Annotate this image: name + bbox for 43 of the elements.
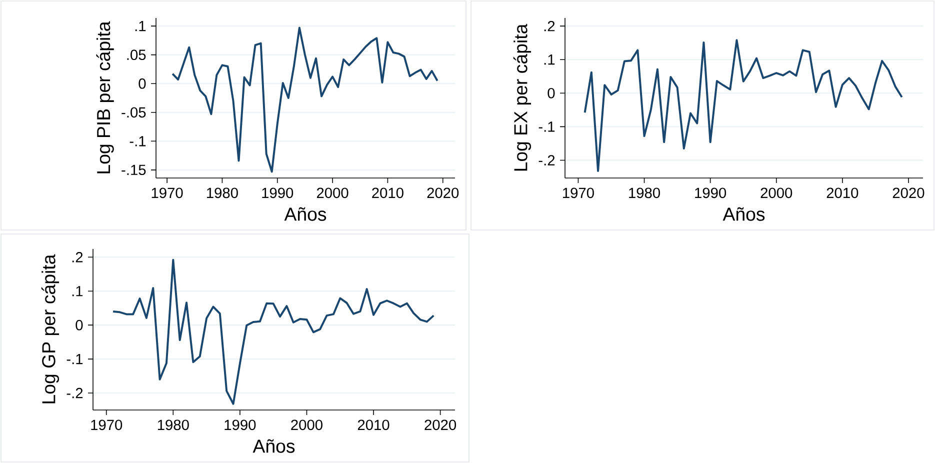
y-tick-label: -.1 [130, 136, 146, 146]
x-axis-title: Años [722, 207, 765, 221]
x-tick-label: 2010 [372, 188, 404, 198]
x-tick-label: 2010 [826, 188, 858, 198]
x-tick-label: 1990 [224, 420, 256, 430]
x-tick-label: 1970 [563, 188, 594, 198]
y-tick-label: -.2 [538, 155, 555, 166]
x-tick-label: 1980 [629, 188, 660, 198]
x-tick-label: 1970 [152, 188, 183, 198]
y-axis-title: Log PIB per cápita [96, 21, 114, 174]
y-tick-label: -.1 [66, 354, 83, 364]
x-axis-title: Años [284, 207, 326, 221]
x-tick-label: 2000 [316, 188, 348, 198]
x-tick-label: 2020 [427, 188, 459, 198]
line-series [112, 258, 435, 405]
y-tick-label: 0 [138, 78, 146, 89]
y-tick-label: -.1 [538, 122, 555, 132]
x-tick-label: 2010 [358, 420, 390, 430]
x-tick-label: 2020 [424, 420, 456, 430]
y-tick-label: -.15 [122, 164, 146, 176]
y-tick-label: .05 [127, 50, 146, 60]
y-tick-label: .1 [544, 54, 555, 65]
x-tick-label: 1980 [158, 420, 189, 430]
y-tick-label: .2 [544, 20, 555, 32]
x-tick-label: 1990 [262, 188, 294, 198]
y-tick-label: 0 [548, 88, 555, 98]
y-tick-label: .1 [135, 21, 146, 32]
line-series [172, 26, 438, 173]
line-series [584, 39, 903, 172]
y-tick-label: 0 [76, 320, 83, 330]
y-tick-label: .1 [72, 286, 83, 296]
y-tick-label: -.2 [66, 388, 83, 398]
y-tick-label: .2 [72, 252, 83, 262]
x-tick-label: 2000 [291, 420, 322, 430]
x-tick-label: 1980 [207, 188, 238, 198]
x-tick-label: 2000 [760, 188, 792, 198]
y-tick-label: -.05 [122, 107, 146, 118]
y-axis-title: Log GP per cápita [41, 254, 60, 404]
x-tick-label: 2020 [892, 188, 924, 198]
x-tick-label: 1970 [91, 420, 122, 430]
x-axis-title: Años [252, 439, 295, 453]
y-axis-title: Log EX per cápita [513, 24, 532, 171]
x-tick-label: 1990 [695, 188, 726, 198]
